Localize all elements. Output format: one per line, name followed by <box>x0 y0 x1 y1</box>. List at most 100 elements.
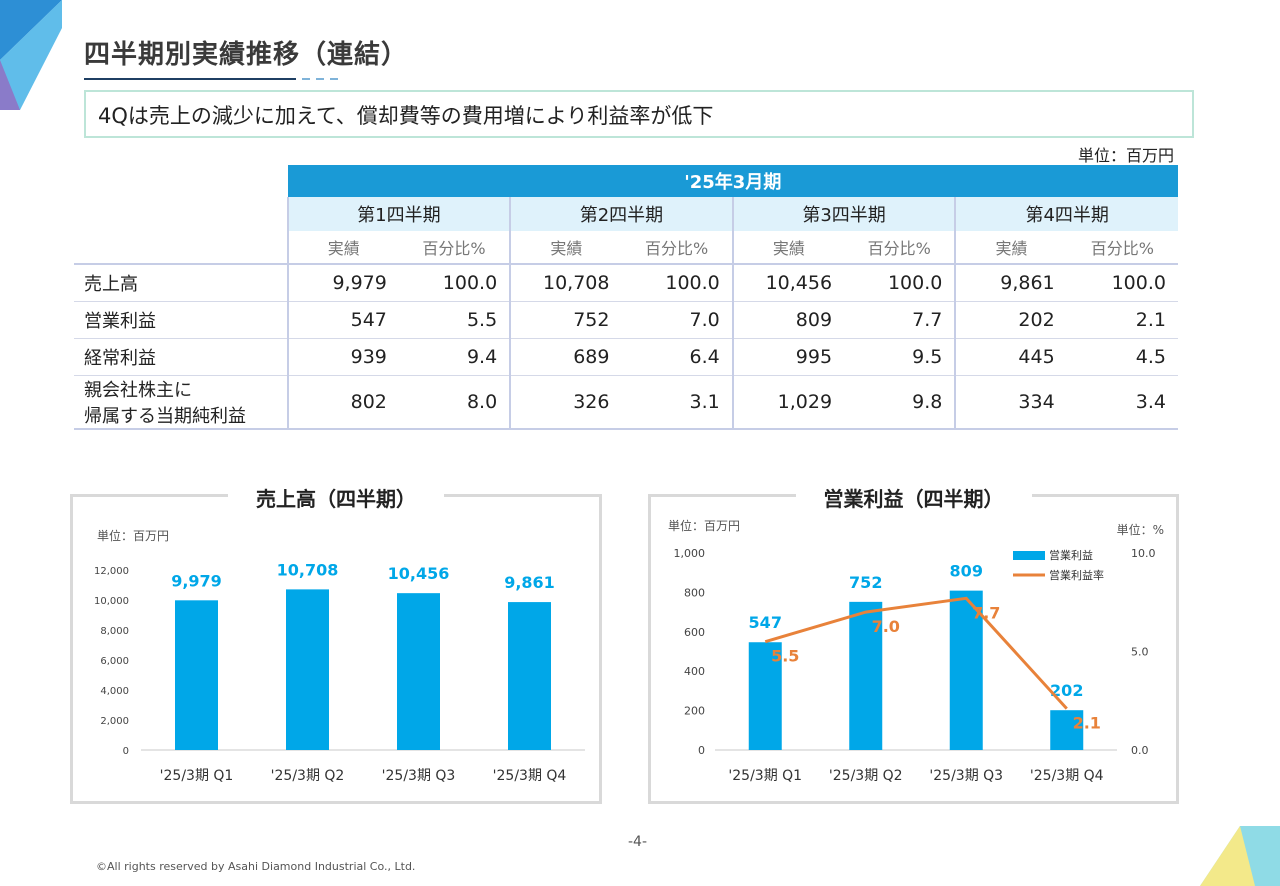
table-cell: 202 <box>954 301 1067 339</box>
period-header: '25年3月期 <box>287 165 1178 197</box>
table-cell: 100.0 <box>665 272 720 294</box>
table-cell: 8.0 <box>466 391 498 413</box>
sales-value-label: 9,979 <box>171 571 222 590</box>
x-tick-label: '25/3期 Q3 <box>929 768 1003 784</box>
op-profit-bar <box>748 642 782 750</box>
summary-text: 4Qは売上の減少に加えて、償却費等の費用増により利益率が低下 <box>98 104 714 128</box>
table-cell: 689 <box>509 338 622 376</box>
table-cell: 752 <box>509 301 622 339</box>
op-profit-bar <box>1050 710 1084 750</box>
table-cell: 7.7 <box>912 309 943 331</box>
table-cell: 9,979 <box>286 264 399 302</box>
table-cell: 9.4 <box>466 346 498 368</box>
x-tick-label: '25/3期 Q1 <box>728 768 802 784</box>
row-label-line2: 帰属する当期純利益 <box>84 406 246 427</box>
table-cell: 9.5 <box>912 346 943 368</box>
y-tick-label: 10,000 <box>94 596 129 607</box>
x-tick-label: '25/3期 Q1 <box>160 768 234 784</box>
copyright-text: ©All rights reserved by Asahi Diamond In… <box>96 860 416 873</box>
op-chart-unit-right: 単位：% <box>1116 523 1164 537</box>
op-chart-title: 営業利益（四半期） <box>795 487 1032 511</box>
corner-decoration <box>1200 826 1280 886</box>
y-tick-label: 8,000 <box>100 626 129 637</box>
sub-header-percent: 百分比% <box>867 239 931 258</box>
row-label-line1: 親会社株主に <box>84 380 192 401</box>
table-cell: 2.1 <box>1135 309 1166 331</box>
table-cell: 809 <box>731 301 845 339</box>
title-dash-decoration <box>302 78 342 80</box>
y-tick-label-right: 5.0 <box>1131 646 1149 659</box>
sales-bar <box>397 593 440 750</box>
table-cell: 5.5 <box>466 309 498 331</box>
sub-header-percent: 百分比% <box>645 239 709 258</box>
op-profit-chart-panel: 営業利益（四半期） 単位：百万円 単位：% 0 200 400 600 800 1,000… <box>648 487 1179 804</box>
table-cell: 445 <box>954 338 1067 376</box>
op-profit-value-label: 752 <box>849 573 882 592</box>
table-cell: 995 <box>731 338 845 376</box>
y-tick-label-left: 600 <box>684 626 705 639</box>
table-cell: 9,861 <box>954 264 1067 302</box>
table-cell: 4.5 <box>1135 346 1166 368</box>
op-margin-value-label: 7.7 <box>972 603 1000 622</box>
x-tick-label: '25/3期 Q4 <box>1030 768 1104 784</box>
y-tick-label: 4,000 <box>100 686 129 697</box>
op-margin-value-label: 5.5 <box>771 647 799 666</box>
table-cell: 334 <box>954 375 1067 429</box>
quarter-header: 第1四半期 <box>286 197 511 231</box>
row-label: 経常利益 <box>84 348 156 369</box>
x-tick-label: '25/3期 Q2 <box>271 768 345 784</box>
sub-header-percent: 百分比% <box>422 239 486 258</box>
y-tick-label-right: 10.0 <box>1131 547 1156 560</box>
y-tick-label-left: 200 <box>684 705 705 718</box>
table-cell: 10,456 <box>731 264 845 302</box>
y-tick-label: 12,000 <box>94 566 129 577</box>
sub-header-actual: 実績 <box>286 231 399 264</box>
sales-value-label: 10,456 <box>388 564 450 583</box>
y-tick-label-left: 400 <box>684 665 705 678</box>
legend-swatch-bar <box>1013 551 1045 560</box>
row-label: 親会社株主に 帰属する当期純利益 <box>74 376 288 430</box>
sub-header-actual: 実績 <box>954 231 1067 264</box>
row-label: 売上高 <box>84 274 138 295</box>
table-row: 営業利益 547 5.5 752 7.0 809 7.7 202 2.1 <box>74 301 1178 339</box>
y-tick-label: 6,000 <box>100 656 129 667</box>
table-corner <box>74 165 288 197</box>
table-cell: 326 <box>509 375 622 429</box>
x-tick-label: '25/3期 Q3 <box>382 768 456 784</box>
unit-label: 単位：百万円 <box>1077 146 1174 165</box>
y-tick-label-right: 0.0 <box>1131 744 1149 757</box>
op-profit-value-label: 809 <box>950 562 983 581</box>
table-row: 売上高 9,979 100.0 10,708 100.0 10,456 100.… <box>74 264 1178 302</box>
op-profit-value-label: 202 <box>1050 681 1083 700</box>
table-cell: 100.0 <box>887 272 943 294</box>
sales-bar <box>175 600 218 750</box>
sales-bar <box>508 602 551 750</box>
quarter-header: 第2四半期 <box>509 197 733 231</box>
table-cell: 100.0 <box>442 272 498 294</box>
y-tick-label-left: 1,000 <box>674 547 706 560</box>
page-title: 四半期別実績推移（連結） <box>84 40 409 70</box>
y-tick-label-left: 0 <box>698 744 705 757</box>
sub-header-actual: 実績 <box>509 231 622 264</box>
corner-logo-decoration <box>0 0 62 110</box>
table-cell: 3.4 <box>1135 391 1166 413</box>
table-row: 経常利益 939 9.4 689 6.4 995 9.5 445 4.5 <box>74 338 1178 376</box>
legend-label-line: 営業利益率 <box>1049 568 1104 582</box>
x-tick-label: '25/3期 Q2 <box>829 768 903 784</box>
table-cell: 547 <box>286 301 399 339</box>
table-cell: 100.0 <box>1111 272 1166 294</box>
table-row: 親会社株主に 帰属する当期純利益 802 8.0 326 3.1 1,029 9… <box>74 375 1178 430</box>
quarter-header: 第4四半期 <box>954 197 1178 231</box>
table-cell: 939 <box>286 338 399 376</box>
op-chart-title-wrap: 営業利益（四半期） <box>651 483 1176 512</box>
y-tick-label: 2,000 <box>100 716 129 727</box>
sub-header-percent: 百分比% <box>1090 239 1154 258</box>
table-cell: 9.8 <box>912 391 943 413</box>
sales-value-label: 10,708 <box>277 560 339 579</box>
sales-chart-unit: 単位：百万円 <box>97 529 170 543</box>
op-chart-unit-left: 単位：百万円 <box>668 519 741 533</box>
y-tick-label: 0 <box>123 746 129 757</box>
table-cell: 802 <box>286 375 399 429</box>
sales-bar <box>286 589 329 750</box>
row-label: 営業利益 <box>84 311 156 332</box>
